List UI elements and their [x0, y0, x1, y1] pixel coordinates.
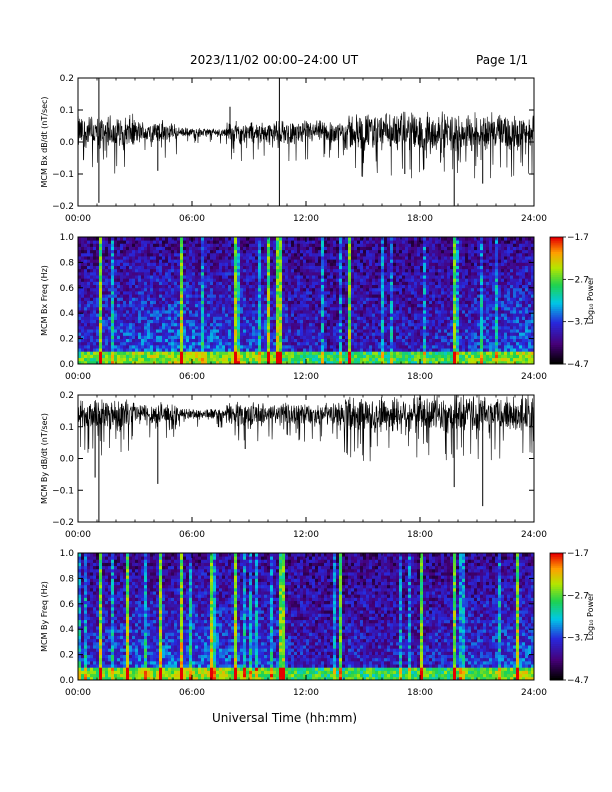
panel-2: −1.7 −2.7 −3.7 −4.7 Log₁₀ Power 00:00 06:00 12:… — [40, 233, 595, 382]
y-tick-label: 0.4 — [60, 309, 75, 319]
x-tick-label: 06:00 — [179, 214, 205, 224]
y-tick-label: 0.1 — [60, 423, 74, 433]
y-axis-label: MCM By dB/dt (nT/sec) — [40, 413, 49, 504]
y-tick-label: 0.2 — [60, 651, 74, 661]
colorbar-tick-label: −3.7 — [567, 318, 589, 328]
colorbar-tick-label: −3.7 — [567, 634, 589, 644]
y-tick-label: 0.2 — [60, 391, 74, 401]
x-tick-label: 18:00 — [407, 530, 433, 540]
x-tick-label: 12:00 — [293, 530, 319, 540]
x-tick-label: 18:00 — [407, 214, 433, 224]
y-axis-label: MCM Bx dB/dt (nT/sec) — [40, 96, 49, 187]
y-tick-label: 1.0 — [60, 549, 75, 559]
x-tick-label: 24:00 — [521, 372, 547, 382]
y-tick-label: −0.2 — [52, 518, 74, 528]
colorbar-tick-label: −4.7 — [567, 676, 589, 686]
x-tick-label: 18:00 — [407, 688, 433, 698]
colorbar-tick-label: −4.7 — [567, 360, 589, 370]
y-tick-label: −0.1 — [52, 170, 74, 180]
colorbar-tick-label: −2.7 — [567, 275, 589, 285]
x-tick-label: 00:00 — [65, 530, 91, 540]
page-number: Page 1/1 — [476, 53, 529, 67]
colorbar-tick-label: −1.7 — [567, 549, 589, 559]
y-tick-label: 0.0 — [60, 676, 75, 686]
x-tick-label: 12:00 — [293, 214, 319, 224]
y-axis-label: MCM By Freq (Hz) — [40, 581, 49, 652]
y-tick-label: −0.2 — [52, 202, 74, 212]
colorbar-label: Log₁₀ Power — [586, 592, 595, 640]
y-tick-label: 0.1 — [60, 106, 74, 116]
y-tick-label: 1.0 — [60, 233, 75, 243]
colorbar: −1.7 −2.7 −3.7 −4.7 Log₁₀ Power — [549, 549, 595, 686]
colorbar-tick-label: −2.7 — [567, 591, 589, 601]
y-tick-label: 0.2 — [60, 74, 74, 84]
x-tick-label: 06:00 — [179, 530, 205, 540]
spectrogram-cells — [78, 553, 535, 681]
page-title: 2023/11/02 00:00–24:00 UT — [190, 53, 359, 67]
y-tick-label: 0.8 — [60, 574, 75, 584]
panel-4: −1.7 −2.7 −3.7 −4.7 Log₁₀ Power 00:00 06:00 12:… — [40, 549, 595, 698]
x-tick-label: 00:00 — [65, 688, 91, 698]
y-tick-label: −0.1 — [52, 486, 74, 496]
x-axis-title: Universal Time (hh:mm) — [212, 711, 358, 725]
x-tick-label: 06:00 — [179, 372, 205, 382]
colorbar-label: Log₁₀ Power — [586, 276, 595, 324]
y-tick-label: 0.2 — [60, 335, 74, 345]
panel-3: 00:00 06:00 12:00 18:00 24:00 0.2 0.1 0.0 −0.1 −0… — [40, 391, 547, 540]
y-axis-label: MCM Bx Freq (Hz) — [40, 265, 49, 336]
signal-trace — [77, 111, 535, 179]
colorbar: −1.7 −2.7 −3.7 −4.7 Log₁₀ Power — [549, 233, 595, 370]
y-tick-label: 0.8 — [60, 258, 75, 268]
x-tick-label: 00:00 — [65, 214, 91, 224]
x-tick-label: 24:00 — [521, 688, 547, 698]
spectrogram-cells — [78, 237, 535, 365]
x-tick-label: 18:00 — [407, 372, 433, 382]
y-tick-label: 0.6 — [60, 600, 75, 610]
signal-trace — [77, 394, 535, 462]
x-tick-label: 00:00 — [65, 372, 91, 382]
x-tick-label: 24:00 — [521, 530, 547, 540]
x-tick-label: 12:00 — [293, 688, 319, 698]
colorbar-tick-label: −1.7 — [567, 233, 589, 243]
y-tick-label: 0.0 — [60, 138, 75, 148]
y-tick-label: 0.0 — [60, 455, 75, 465]
panel-1: 00:00 06:00 12:00 18:00 24:00 0.2 0.1 0.0 −0.1 −0… — [40, 74, 547, 224]
x-tick-label: 24:00 — [521, 214, 547, 224]
y-tick-label: 0.0 — [60, 360, 75, 370]
y-tick-label: 0.4 — [60, 625, 75, 635]
x-tick-label: 12:00 — [293, 372, 319, 382]
y-tick-label: 0.6 — [60, 284, 75, 294]
x-tick-label: 06:00 — [179, 688, 205, 698]
